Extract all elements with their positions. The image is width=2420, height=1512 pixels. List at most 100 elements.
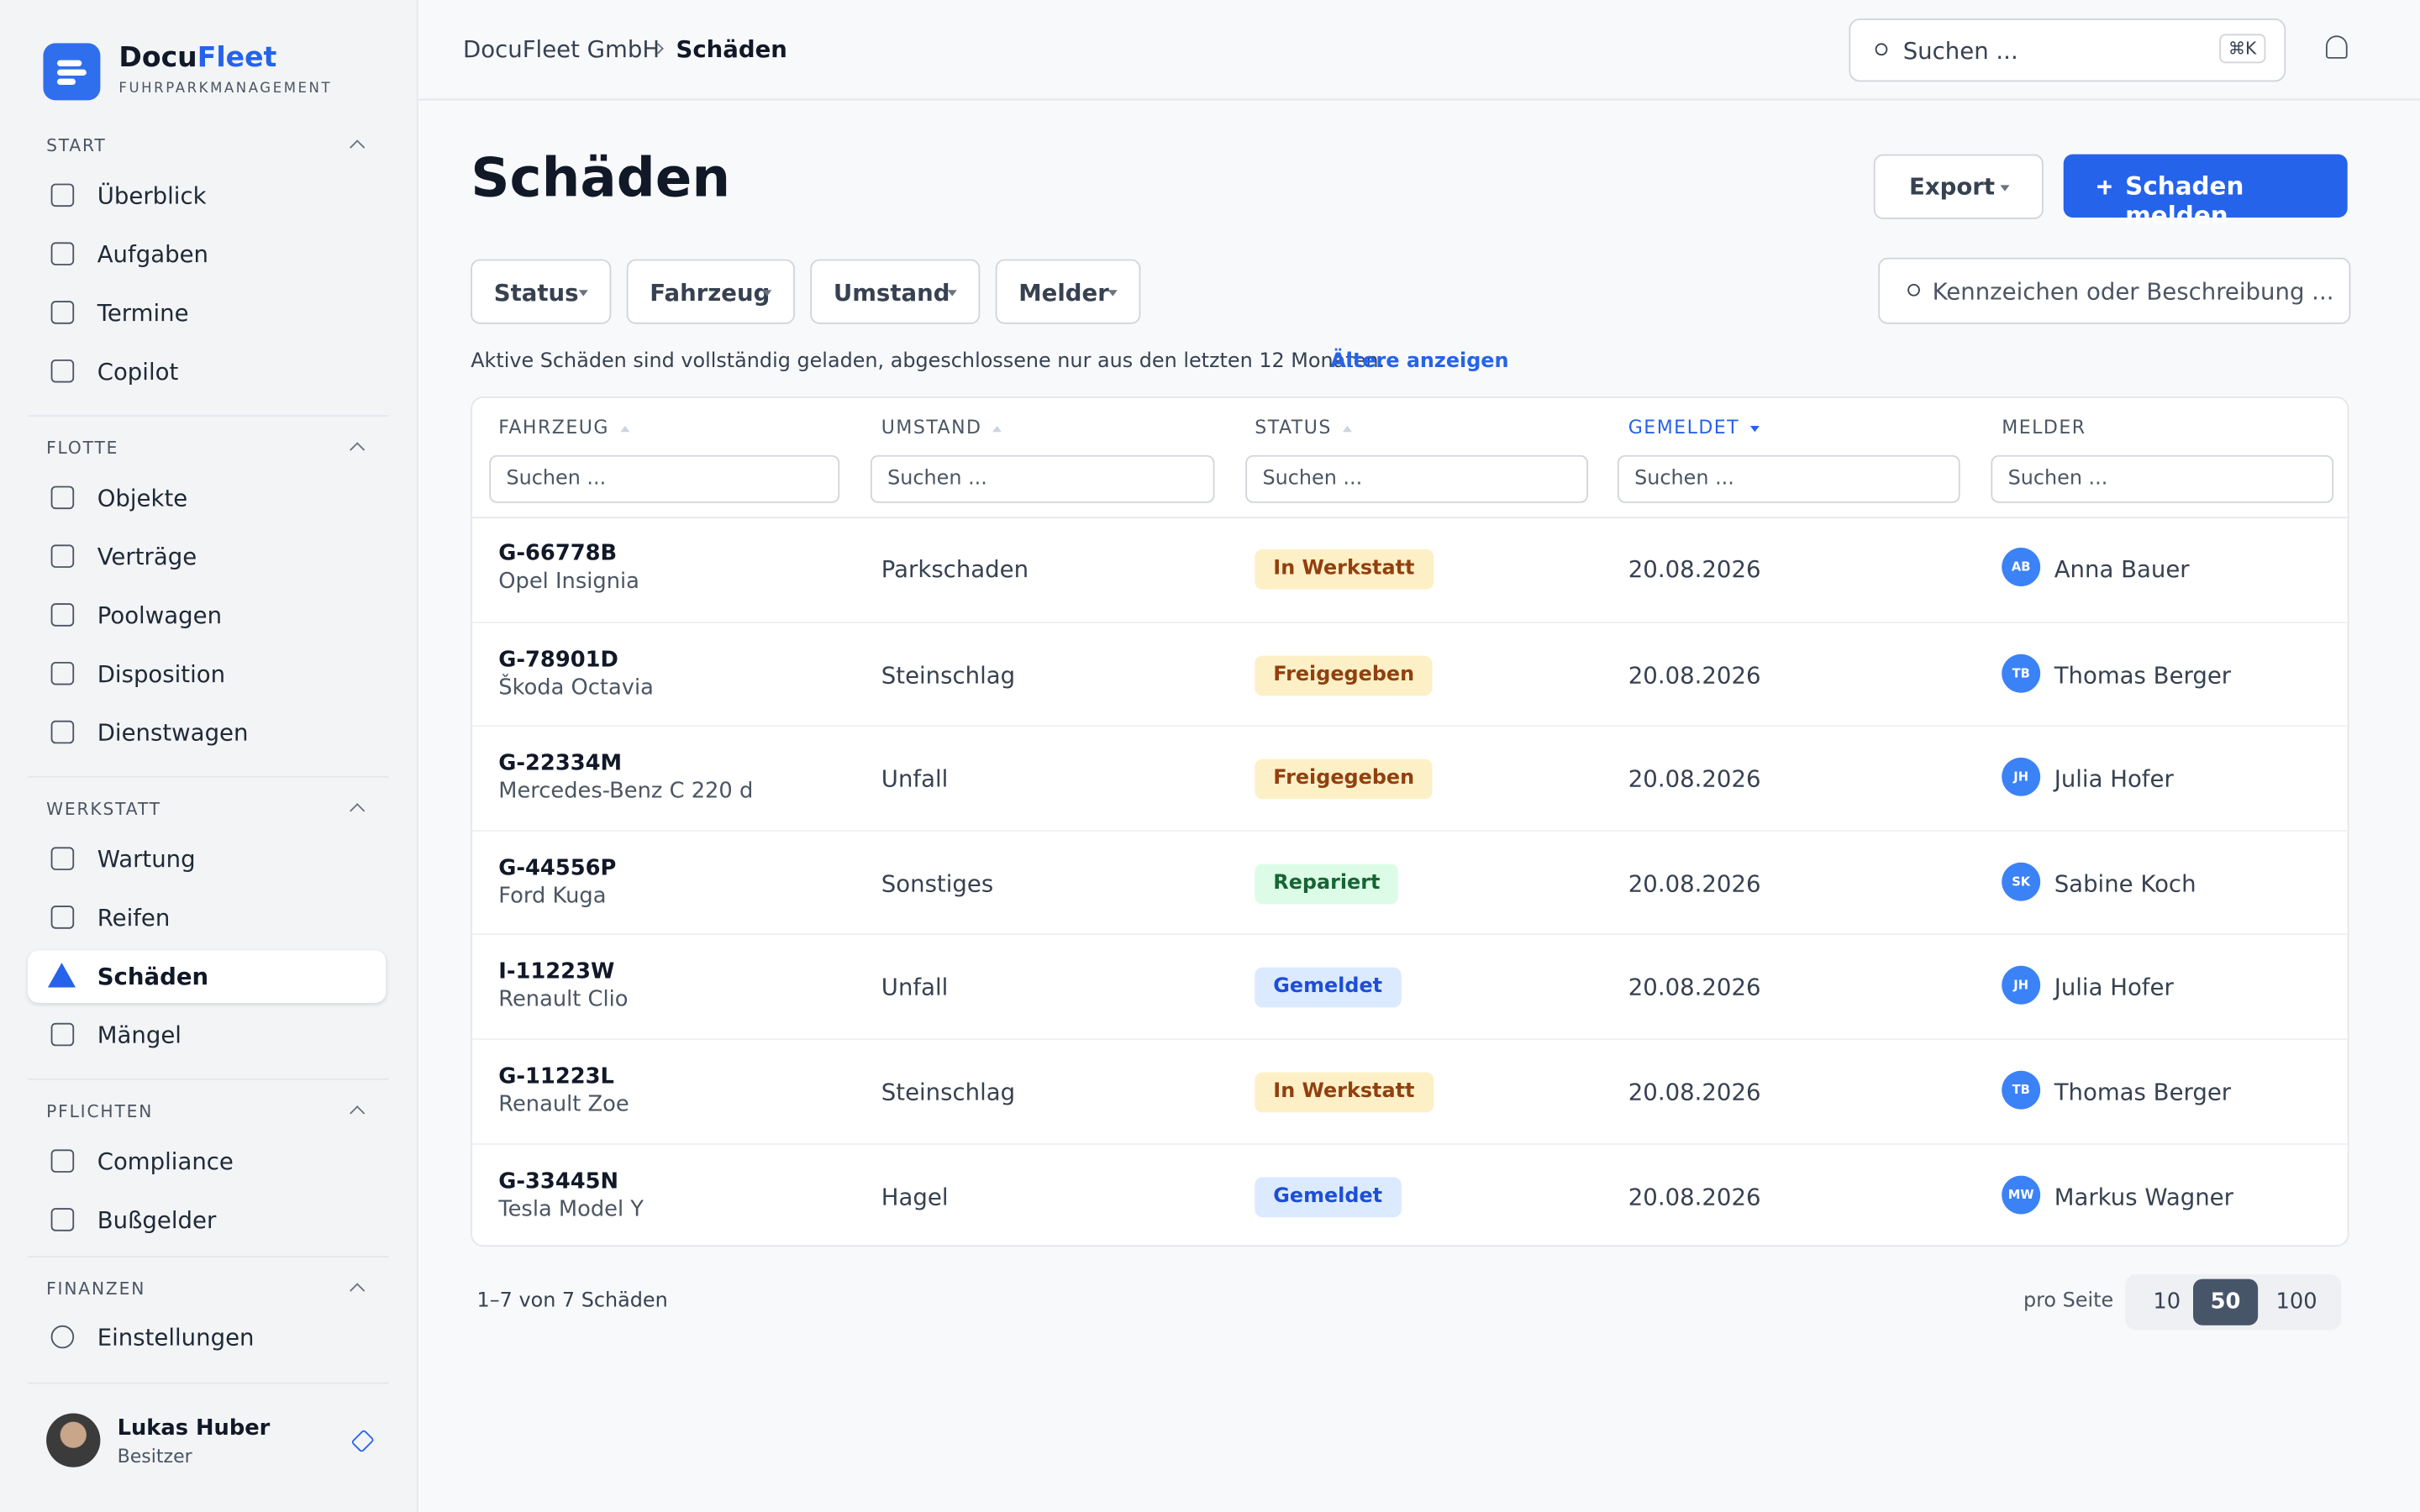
nav-icon xyxy=(50,603,75,627)
avatar: JH xyxy=(2002,966,2041,1005)
nav-item[interactable]: Compliance xyxy=(28,1136,386,1188)
breadcrumb[interactable]: DocuFleet GmbH xyxy=(463,35,660,64)
nav-item[interactable]: Dienstwagen xyxy=(28,706,386,759)
search-icon xyxy=(1875,43,1888,56)
filter-button[interactable]: Fahrzeug xyxy=(626,259,795,324)
notifications[interactable] xyxy=(2325,35,2348,59)
divider xyxy=(28,775,389,778)
nav-icon xyxy=(50,720,75,744)
column-filter[interactable]: Suchen ... xyxy=(1617,454,1960,503)
caret xyxy=(578,290,588,297)
avatar: SK xyxy=(2002,862,2041,901)
column-header[interactable]: STATUS xyxy=(1255,416,1352,438)
nav-item[interactable]: Wartung xyxy=(28,833,386,885)
plate: G-11223L xyxy=(498,1064,614,1089)
column-header[interactable]: GEMELDET xyxy=(1628,417,1760,438)
nav-label: Bußgelder xyxy=(97,1206,217,1235)
nav-item[interactable]: Schäden xyxy=(28,950,387,1003)
filter-label: Status xyxy=(493,279,579,307)
sort-indicator xyxy=(619,425,629,432)
table-row[interactable]: I-11223W Renault Clio Unfall Gemeldet 20.08.… xyxy=(472,933,2348,1039)
user-avatar[interactable] xyxy=(46,1413,101,1467)
nav-item[interactable]: Disposition xyxy=(28,648,386,700)
filter-button[interactable]: Umstand xyxy=(810,259,981,324)
collapse-toggle[interactable] xyxy=(350,1105,366,1121)
nav-item[interactable]: Poolwagen xyxy=(28,590,386,642)
avatar: AB xyxy=(2002,548,2041,586)
nav-item[interactable]: Copilot xyxy=(28,345,386,397)
avatar: MW xyxy=(2002,1174,2041,1214)
column-filter[interactable]: Suchen ... xyxy=(1991,454,2334,503)
global-search[interactable]: Suchen ... ⌘K xyxy=(1849,18,2286,82)
collapse-toggle[interactable] xyxy=(350,442,366,458)
pin-button[interactable] xyxy=(350,1429,375,1453)
page-size-option[interactable]: 10 xyxy=(2153,1289,2181,1315)
model: Opel Insignia xyxy=(498,569,639,595)
table-row[interactable]: G-78901D Škoda Octavia Steinschlag Freigege… xyxy=(472,621,2348,726)
caret xyxy=(1107,290,1118,297)
divider xyxy=(28,415,389,417)
column-filter[interactable]: Suchen ... xyxy=(1245,454,1589,503)
column-filter-placeholder: Suchen ... xyxy=(506,467,607,491)
plate: G-33445N xyxy=(498,1168,619,1194)
nav-item[interactable]: Verträge xyxy=(28,531,386,583)
nav-label: Überblick xyxy=(97,181,207,210)
status-badge: Freigegeben xyxy=(1255,654,1434,696)
column-header: MELDER xyxy=(2002,417,2086,438)
collapse-toggle[interactable] xyxy=(350,803,366,819)
column-header[interactable]: FAHRZEUG xyxy=(498,417,629,438)
nav-label: Termine xyxy=(97,299,189,328)
page-size-option[interactable]: 50 xyxy=(2193,1278,2259,1326)
notice-link[interactable]: Ältere anzeigen xyxy=(1330,349,1509,374)
model: Ford Kuga xyxy=(498,884,607,909)
user-name: Lukas Huber xyxy=(117,1416,271,1441)
nav-item[interactable]: Termine xyxy=(28,287,386,339)
collapse-toggle[interactable] xyxy=(350,139,366,155)
umstand: Sonstiges xyxy=(881,869,994,898)
logo-stroke xyxy=(56,69,87,76)
column-header[interactable]: UMSTAND xyxy=(881,417,1002,438)
filter-label: Umstand xyxy=(833,279,950,307)
nav-label: Disposition xyxy=(97,660,226,689)
nav-label: Mängel xyxy=(97,1021,182,1049)
table-row[interactable]: G-44556P Ford Kuga Sonstiges Repariert 20.08… xyxy=(472,829,2348,935)
report-button[interactable]: Schaden melden xyxy=(2063,154,2348,230)
table-row[interactable]: G-22334M Mercedes-Benz C 220 d Unfall Freig… xyxy=(472,725,2348,831)
nav-item[interactable]: Mängel xyxy=(28,1009,386,1061)
nav-icon xyxy=(50,906,75,929)
filter-button[interactable]: Status xyxy=(471,259,612,324)
column-filter-placeholder: Suchen ... xyxy=(1634,467,1734,491)
model: Renault Zoe xyxy=(498,1092,629,1117)
page-size-option[interactable]: 100 xyxy=(2275,1289,2317,1315)
date: 20.08.2026 xyxy=(1628,555,1761,584)
nav-item[interactable]: Aufgaben xyxy=(28,228,386,281)
brand-tagline: FUHRPARKMANAGEMENT xyxy=(118,81,333,97)
nav-item[interactable]: Bußgelder xyxy=(28,1194,386,1247)
collapse-toggle[interactable] xyxy=(350,1283,366,1299)
melder: Markus Wagner xyxy=(2054,1183,2233,1211)
nav-icon xyxy=(50,544,75,568)
nav-item[interactable]: Überblick xyxy=(28,170,386,222)
column-filter[interactable]: Suchen ... xyxy=(870,454,1215,503)
status-badge: Gemeldet xyxy=(1255,1176,1402,1217)
export-button[interactable]: Export xyxy=(1873,154,2044,219)
nav-item[interactable]: Reifen xyxy=(28,892,386,944)
nav-item[interactable]: Objekte xyxy=(28,472,386,524)
column-label: MELDER xyxy=(2002,416,2086,438)
nav-label: Compliance xyxy=(97,1147,234,1176)
table-row[interactable]: G-66778B Opel Insignia Parkschaden In Werks… xyxy=(472,517,2348,620)
date: 20.08.2026 xyxy=(1628,765,1761,794)
column-label: STATUS xyxy=(1255,416,1332,438)
logo[interactable] xyxy=(43,43,101,101)
date: 20.08.2026 xyxy=(1628,974,1761,1002)
brand-part: Docu xyxy=(118,41,197,75)
nav-icon xyxy=(50,1208,75,1231)
table-row[interactable]: G-11223L Renault Zoe Steinschlag In Werksta… xyxy=(472,1038,2348,1143)
filter-button[interactable]: Melder xyxy=(995,259,1141,324)
nav-item[interactable]: Einstellungen xyxy=(28,1311,386,1363)
table-row[interactable]: G-33445N Tesla Model Y Hagel Gemeldet 20.08.… xyxy=(472,1142,2348,1245)
filter-search-placeholder: Kennzeichen oder Beschreibung ... xyxy=(1932,277,2334,306)
column-filter[interactable]: Suchen ... xyxy=(489,454,840,503)
status-badge: In Werkstatt xyxy=(1255,549,1434,590)
filter-search[interactable]: Kennzeichen oder Beschreibung ... xyxy=(1878,257,2351,324)
